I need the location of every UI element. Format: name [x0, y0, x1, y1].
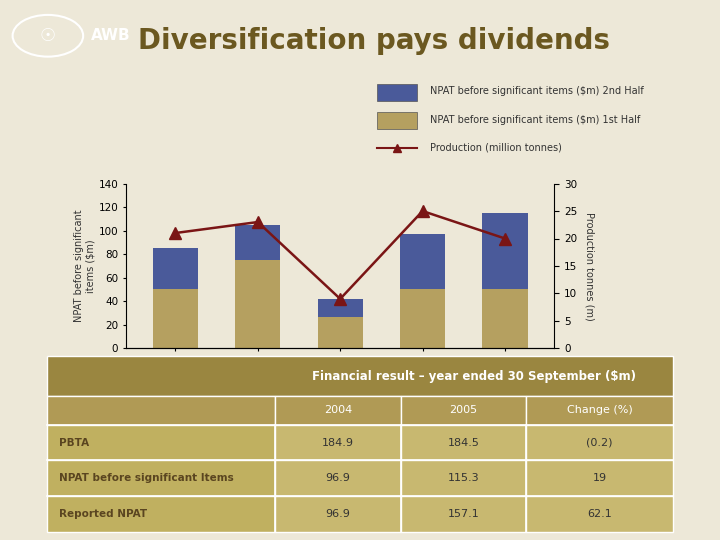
- Bar: [400, 289, 445, 348]
- Bar: [235, 260, 281, 348]
- Bar: [47, 496, 276, 532]
- Bar: [401, 396, 526, 425]
- Y-axis label: NPAT before significant
items ($m): NPAT before significant items ($m): [74, 210, 96, 322]
- Bar: [47, 396, 276, 425]
- Text: NPAT before significant items ($m) 1st Half: NPAT before significant items ($m) 1st H…: [430, 114, 640, 125]
- Text: 19: 19: [593, 473, 607, 483]
- Text: 115.3: 115.3: [448, 473, 480, 483]
- Text: 2005: 2005: [449, 406, 477, 415]
- Bar: [401, 425, 526, 461]
- Bar: [276, 461, 401, 496]
- Bar: [526, 425, 673, 461]
- Bar: [482, 213, 528, 289]
- Text: 184.9: 184.9: [322, 437, 354, 448]
- Bar: [276, 425, 401, 461]
- Text: NPAT before significant items ($m) 2nd Half: NPAT before significant items ($m) 2nd H…: [430, 86, 643, 96]
- Text: PBTA: PBTA: [59, 437, 89, 448]
- Text: 157.1: 157.1: [448, 509, 480, 519]
- Bar: [401, 496, 526, 532]
- Bar: [400, 234, 445, 289]
- Text: ☉: ☉: [40, 27, 56, 45]
- Bar: [318, 299, 363, 316]
- Text: Financial result – year ended 30 September ($m): Financial result – year ended 30 Septemb…: [312, 370, 636, 383]
- Bar: [153, 289, 198, 348]
- Text: 96.9: 96.9: [325, 509, 351, 519]
- Y-axis label: Production tonnes (m): Production tonnes (m): [584, 212, 594, 320]
- Bar: [526, 461, 673, 496]
- Text: Change (%): Change (%): [567, 406, 632, 415]
- Bar: [318, 316, 363, 348]
- Bar: [47, 461, 276, 496]
- Bar: [526, 496, 673, 532]
- Bar: [47, 356, 673, 396]
- Text: 62.1: 62.1: [588, 509, 612, 519]
- Bar: [377, 112, 417, 129]
- Text: AWB: AWB: [91, 28, 130, 43]
- Bar: [47, 425, 276, 461]
- Text: 96.9: 96.9: [325, 473, 351, 483]
- Bar: [153, 248, 198, 289]
- Bar: [526, 396, 673, 425]
- Text: 2004: 2004: [324, 406, 352, 415]
- Text: Production (million tonnes): Production (million tonnes): [430, 143, 562, 153]
- Bar: [276, 496, 401, 532]
- Bar: [235, 225, 281, 260]
- Bar: [482, 289, 528, 348]
- Text: Diversification pays dividends: Diversification pays dividends: [138, 27, 610, 55]
- Text: 184.5: 184.5: [447, 437, 480, 448]
- Text: NPAT before significant Items: NPAT before significant Items: [59, 473, 234, 483]
- Bar: [401, 461, 526, 496]
- Bar: [377, 84, 417, 100]
- Bar: [276, 396, 401, 425]
- Text: Reported NPAT: Reported NPAT: [59, 509, 148, 519]
- Text: (0.2): (0.2): [586, 437, 613, 448]
